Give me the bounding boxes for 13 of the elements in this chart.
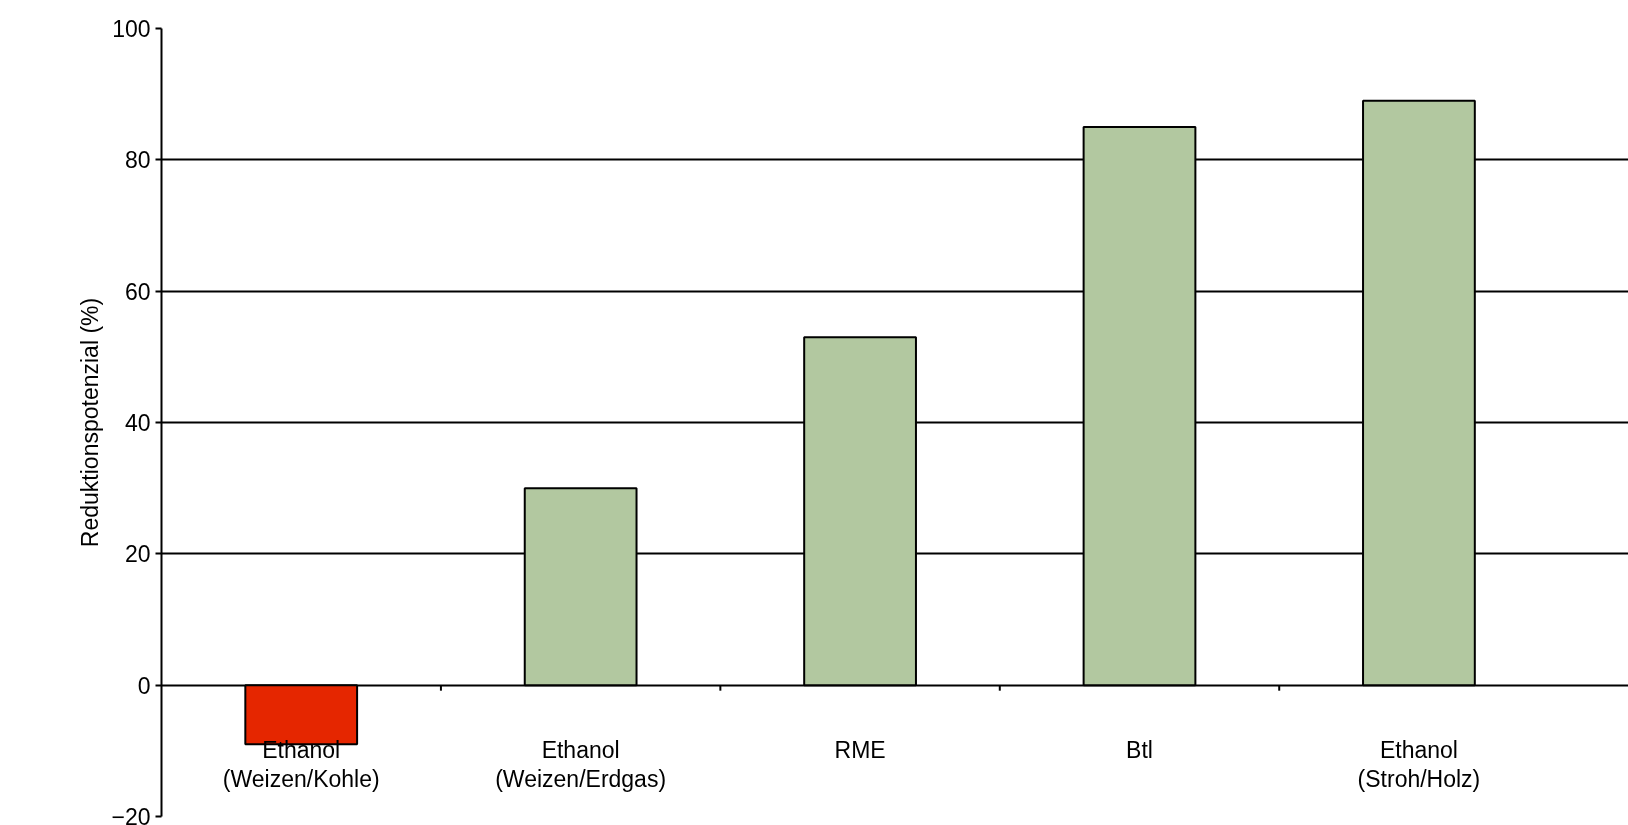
x-tick-label: Btl bbox=[1126, 736, 1153, 763]
x-tick-label: Ethanol (Weizen/Kohle) bbox=[222, 736, 380, 792]
y-tick-label: −20 bbox=[111, 804, 151, 825]
x-tick-label: Ethanol (Stroh/Holz) bbox=[1357, 736, 1481, 792]
y-tick-label: 100 bbox=[112, 16, 151, 42]
y-tick-label: 40 bbox=[124, 410, 151, 436]
x-tick-label: Ethanol (Weizen/Erdgas) bbox=[495, 736, 667, 792]
y-tick-label: 0 bbox=[137, 672, 151, 699]
y-axis-title: Reduktionspotenzial (%) bbox=[77, 297, 104, 548]
y-tick-label: 20 bbox=[124, 541, 151, 568]
x-tick-label: RME bbox=[834, 736, 886, 763]
y-tick-label: 80 bbox=[124, 147, 151, 174]
y-tick-label: 60 bbox=[124, 278, 151, 305]
